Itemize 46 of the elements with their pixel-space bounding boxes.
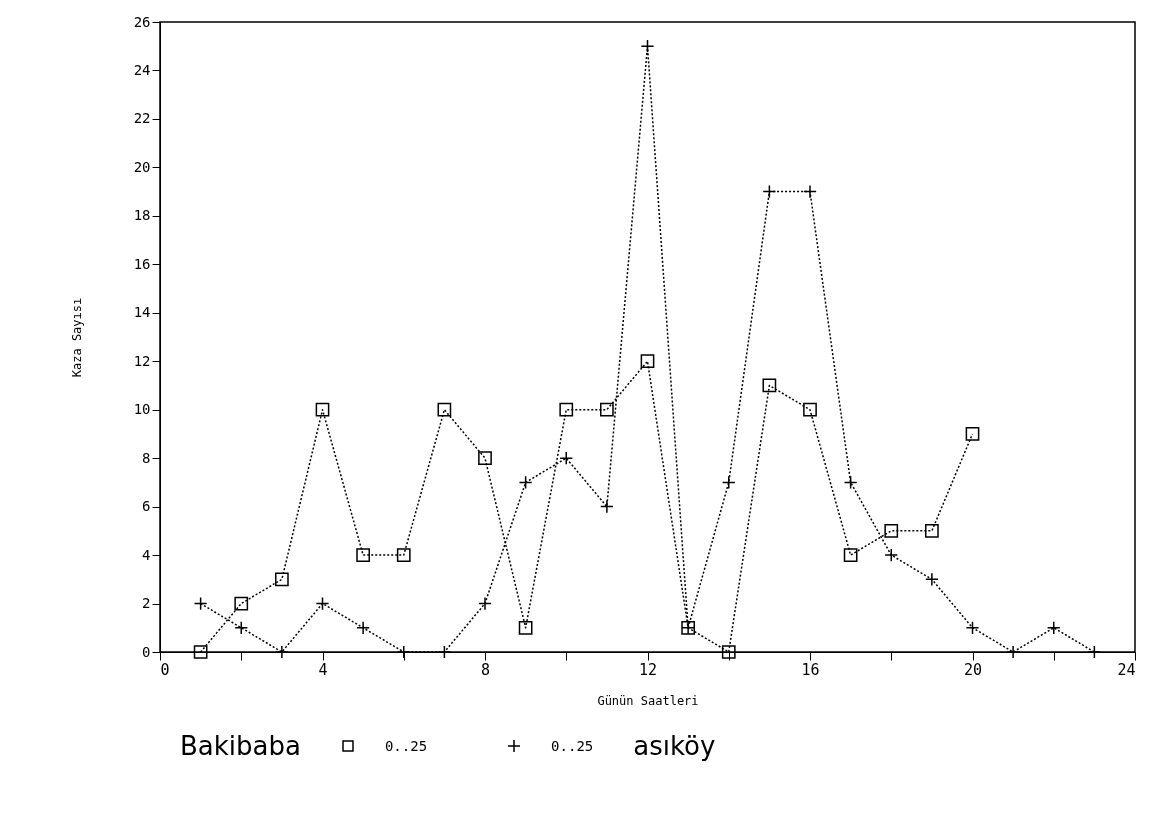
point bbox=[843, 548, 858, 562]
x-tick-label: 12 bbox=[638, 660, 658, 679]
point bbox=[803, 402, 817, 417]
point bbox=[396, 548, 411, 562]
y-tick-label: 0 bbox=[142, 643, 151, 660]
x-tick-label: 4 bbox=[318, 660, 328, 679]
y-tick-label: 10 bbox=[133, 401, 151, 418]
y-axis-title: Kaza Sayısı bbox=[69, 297, 84, 378]
y-tick-label: 18 bbox=[133, 207, 151, 224]
point bbox=[478, 451, 492, 466]
legend-label: 0..25 bbox=[384, 738, 428, 754]
point bbox=[762, 378, 777, 393]
x-axis-title: Günün Saatleri bbox=[597, 693, 699, 708]
point bbox=[721, 645, 736, 659]
y-tick-label: 2 bbox=[142, 595, 151, 612]
point bbox=[518, 620, 533, 635]
y-tick-label: 8 bbox=[142, 449, 151, 466]
y-tick-label: 26 bbox=[133, 13, 151, 30]
y-tick-label: 4 bbox=[142, 546, 151, 563]
point bbox=[234, 596, 249, 611]
y-tick-label: 24 bbox=[133, 61, 151, 78]
legend-label: 0..25 bbox=[551, 738, 594, 754]
y-tick-label: 12 bbox=[133, 352, 151, 369]
point bbox=[965, 427, 980, 441]
point bbox=[193, 645, 208, 659]
y-tick-label: 16 bbox=[133, 255, 151, 272]
point bbox=[437, 402, 452, 417]
point bbox=[925, 523, 939, 538]
y-tick-label: 22 bbox=[133, 110, 151, 127]
x-tick-label: 0 bbox=[160, 660, 170, 679]
x-tick-label: 20 bbox=[963, 660, 983, 679]
y-tick-label: 14 bbox=[133, 304, 151, 321]
point bbox=[356, 548, 370, 562]
point bbox=[275, 572, 289, 587]
text: asıköy bbox=[633, 731, 716, 761]
point bbox=[559, 402, 574, 417]
y-tick-label: 20 bbox=[133, 158, 151, 175]
point bbox=[315, 402, 330, 417]
x-tick-label: 16 bbox=[801, 660, 820, 679]
point bbox=[600, 402, 614, 417]
y-tick-label: 6 bbox=[142, 498, 151, 515]
point bbox=[640, 354, 655, 369]
point bbox=[884, 523, 899, 538]
x-tick-label: 8 bbox=[480, 660, 491, 679]
text: Bakibaba bbox=[180, 731, 301, 761]
x-tick-label: 24 bbox=[1117, 660, 1136, 679]
